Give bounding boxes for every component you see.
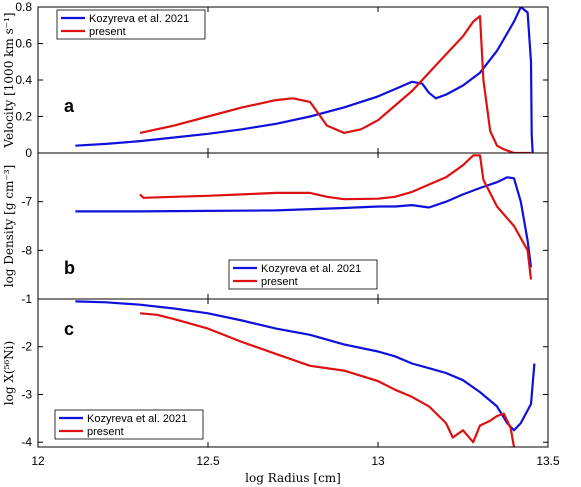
- y-tick-label: -4: [21, 435, 32, 449]
- x-tick-label: 13: [371, 454, 385, 468]
- legend-entry: Kozyreva et al. 2021: [87, 413, 187, 425]
- panel-a: [37, 6, 549, 154]
- series-group: [75, 154, 533, 280]
- series-line-kozyreva: [75, 7, 534, 153]
- y-tick-label: -8: [21, 243, 32, 257]
- y-tick-label: -1: [21, 292, 32, 306]
- x-axis-label: log Radius [cm]: [245, 471, 341, 485]
- y-axis-label: Velocity [1000 km s⁻¹]: [2, 12, 16, 148]
- y-tick-label: 0.6: [15, 37, 32, 51]
- panel-c: [37, 298, 549, 448]
- legend-box: [54, 409, 204, 440]
- x-tick-label: 13.5: [536, 454, 560, 468]
- x-tick-label: 12.5: [196, 454, 220, 468]
- legend-entry: Kozyreva et al. 2021: [261, 263, 361, 275]
- y-axis-label: log X(⁵⁶Ni): [2, 341, 16, 405]
- panel-label: c: [64, 319, 74, 339]
- series-line-present: [139, 154, 533, 280]
- legend-box: [228, 259, 378, 290]
- legend-entry: Kozyreva et al. 2021: [89, 13, 189, 25]
- series-line-present: [139, 312, 516, 447]
- series-group: [75, 300, 536, 447]
- series-line-kozyreva: [75, 176, 533, 268]
- series-group: [75, 7, 534, 153]
- y-tick-label: -2: [21, 340, 32, 354]
- y-tick-label: 0: [25, 146, 32, 160]
- plot-area: [37, 6, 549, 448]
- y-tick-label: 0.2: [15, 110, 32, 124]
- legend-entry: present: [89, 26, 126, 38]
- x-tick-label: 12: [31, 454, 45, 468]
- panel-frame: [37, 298, 549, 448]
- y-tick-label: -3: [21, 387, 32, 401]
- series-line-present: [139, 15, 531, 153]
- legend-box: [56, 9, 206, 40]
- legend-entry: present: [87, 426, 124, 438]
- panel-label: b: [64, 258, 75, 278]
- y-axis-label: log Density [g cm⁻³]: [2, 165, 16, 288]
- y-tick-label: 0.8: [15, 0, 32, 14]
- y-tick-label: -7: [21, 195, 32, 209]
- panel-label: a: [64, 96, 75, 116]
- legend-entry: present: [261, 276, 298, 288]
- y-tick-label: 0.4: [15, 73, 32, 87]
